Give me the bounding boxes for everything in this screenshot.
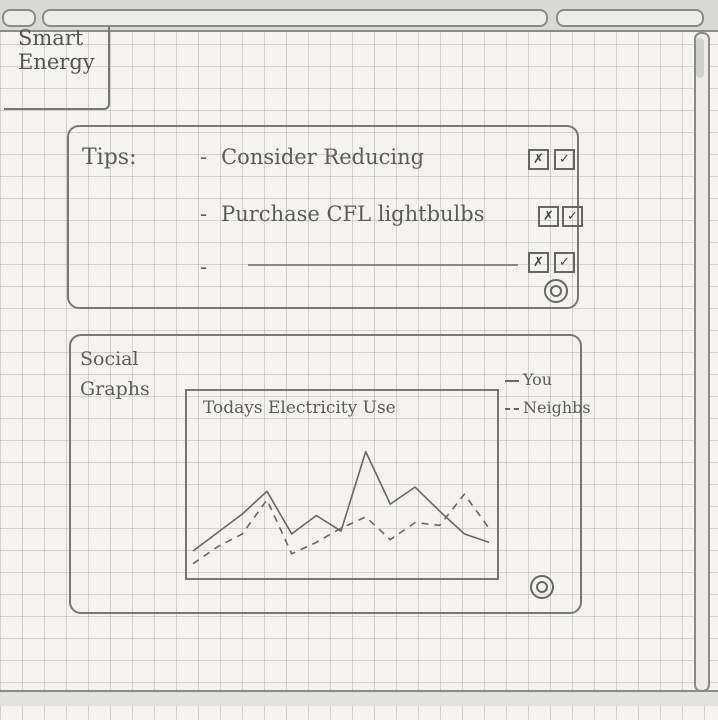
browser-search-bar[interactable]: [556, 9, 704, 27]
tip-dismiss-checkbox[interactable]: ✗: [528, 252, 549, 273]
tip-dismiss-checkbox[interactable]: ✗: [538, 206, 559, 227]
line-chart: [192, 450, 490, 565]
social-graphs-panel: [69, 334, 582, 614]
gear-icon[interactable]: [530, 575, 554, 599]
logo-line-1: Smart: [18, 26, 84, 50]
browser-toolbar: [0, 0, 718, 32]
back-button[interactable]: [2, 9, 36, 27]
series-line-you: [192, 450, 490, 552]
tip-accept-checkbox[interactable]: ✓: [554, 252, 575, 273]
legend-item-neighbors: Neighbs: [505, 398, 591, 417]
logo-line-2: Energy: [18, 50, 95, 74]
tip-placeholder-line: [248, 264, 518, 266]
legend-swatch-solid: [505, 379, 519, 382]
series-line-neighbs: [192, 493, 490, 565]
status-bar: [0, 690, 718, 706]
chart-title: Todays Electricity Use: [203, 398, 396, 418]
tip-item: -: [200, 255, 208, 279]
tips-label: Tips:: [82, 145, 137, 170]
tip-item: - Purchase CFL lightbulbs: [200, 202, 485, 226]
tip-dismiss-checkbox[interactable]: ✗: [528, 149, 549, 170]
chart-frame: [185, 389, 499, 580]
app-logo[interactable]: Smart Energy: [4, 26, 110, 110]
scrollbar-thumb[interactable]: [696, 38, 704, 78]
social-graphs-label: Social Graphs: [80, 348, 150, 400]
tip-text: Consider Reducing: [221, 145, 425, 169]
legend-item-you: You: [505, 370, 552, 389]
address-bar[interactable]: [42, 9, 548, 27]
tip-text: Purchase CFL lightbulbs: [221, 202, 485, 226]
vertical-scrollbar[interactable]: [694, 32, 710, 692]
tips-panel: [67, 125, 579, 309]
tip-accept-checkbox[interactable]: ✓: [562, 206, 583, 227]
tip-accept-checkbox[interactable]: ✓: [554, 149, 575, 170]
legend-swatch-dashed: [505, 407, 519, 410]
gear-icon[interactable]: [544, 279, 568, 303]
tip-item: - Consider Reducing: [200, 145, 425, 169]
